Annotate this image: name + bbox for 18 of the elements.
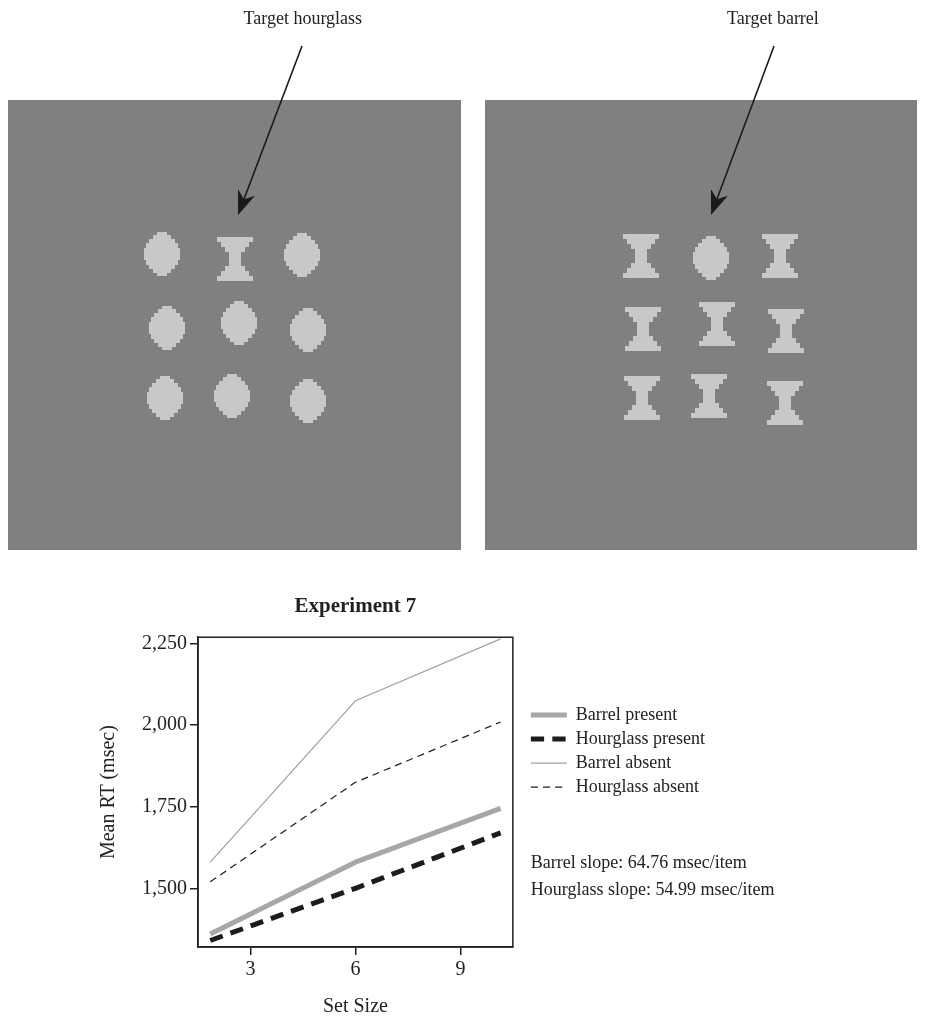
y-tick-label: 2,000 [142, 712, 187, 735]
x-axis-title: Set Size [322, 994, 389, 1017]
x-tick-label: 9 [455, 957, 466, 980]
legend-label: Barrel absent [575, 751, 672, 772]
legend-label: Barrel present [575, 703, 678, 724]
y-tick-label: 1,750 [142, 794, 187, 817]
legend-label: Hourglass absent [575, 775, 700, 796]
y-axis-title: Mean RT (msec) [96, 725, 120, 860]
y-tick-label: 2,250 [142, 630, 187, 653]
x-tick-label: 6 [350, 957, 361, 980]
text: Target barrel [727, 8, 819, 29]
text: Target hourglass [243, 8, 363, 29]
chart-title: Experiment 7 [294, 593, 417, 618]
y-tick-label: 1,500 [142, 875, 187, 898]
text: Barrel slope: 64.76 msec/item [530, 851, 747, 872]
x-tick-label: 3 [245, 957, 256, 980]
legend-label: Hourglass present [575, 727, 706, 748]
text: Hourglass slope: 54.99 msec/item [530, 878, 775, 899]
